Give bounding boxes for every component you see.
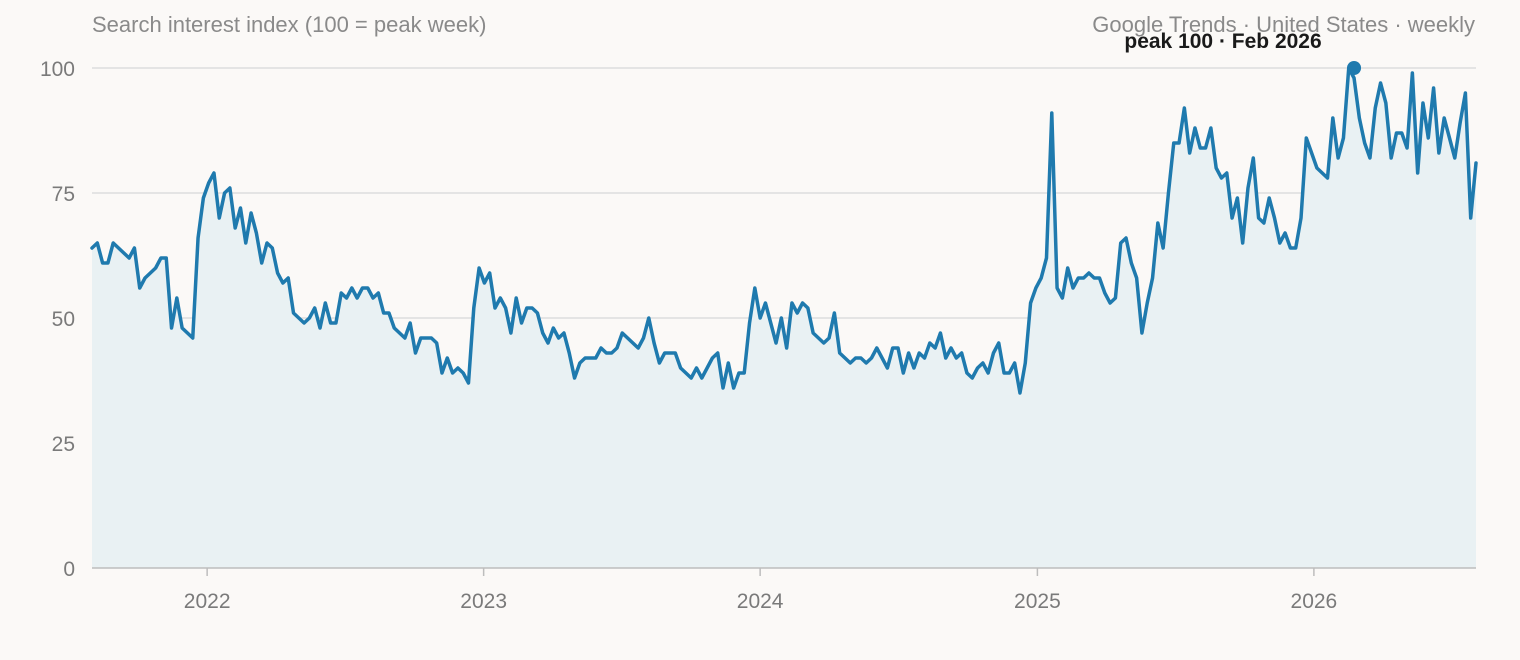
peak-marker — [1347, 61, 1362, 75]
y-axis-ticks: 0 25 50 75 100 — [40, 58, 75, 581]
series-line — [90, 66, 1478, 395]
x-tick-label-2024: 2024 — [737, 590, 784, 613]
x-tick-label-2025: 2025 — [1014, 590, 1061, 613]
x-tick-label-2026: 2026 — [1291, 590, 1338, 613]
peak-annotation: peak 100 · Feb 2026 — [1124, 30, 1321, 53]
y-tick-label-75: 75 — [52, 183, 75, 206]
y-tick-label-0: 0 — [63, 558, 75, 581]
source-note: Google Trends · United States · weekly — [1092, 12, 1475, 37]
y-tick-label-50: 50 — [52, 308, 75, 331]
y-tick-label-100: 100 — [40, 58, 75, 81]
x-tick-label-2023: 2023 — [460, 590, 507, 613]
chart-subtitle: Search interest index (100 = peak week) — [92, 12, 486, 37]
area-fill — [92, 68, 1476, 568]
x-tick-label-2022: 2022 — [184, 590, 231, 613]
y-tick-label-25: 25 — [52, 433, 75, 456]
x-axis-ticks: 2022 2023 2024 2025 2026 — [184, 568, 1337, 613]
